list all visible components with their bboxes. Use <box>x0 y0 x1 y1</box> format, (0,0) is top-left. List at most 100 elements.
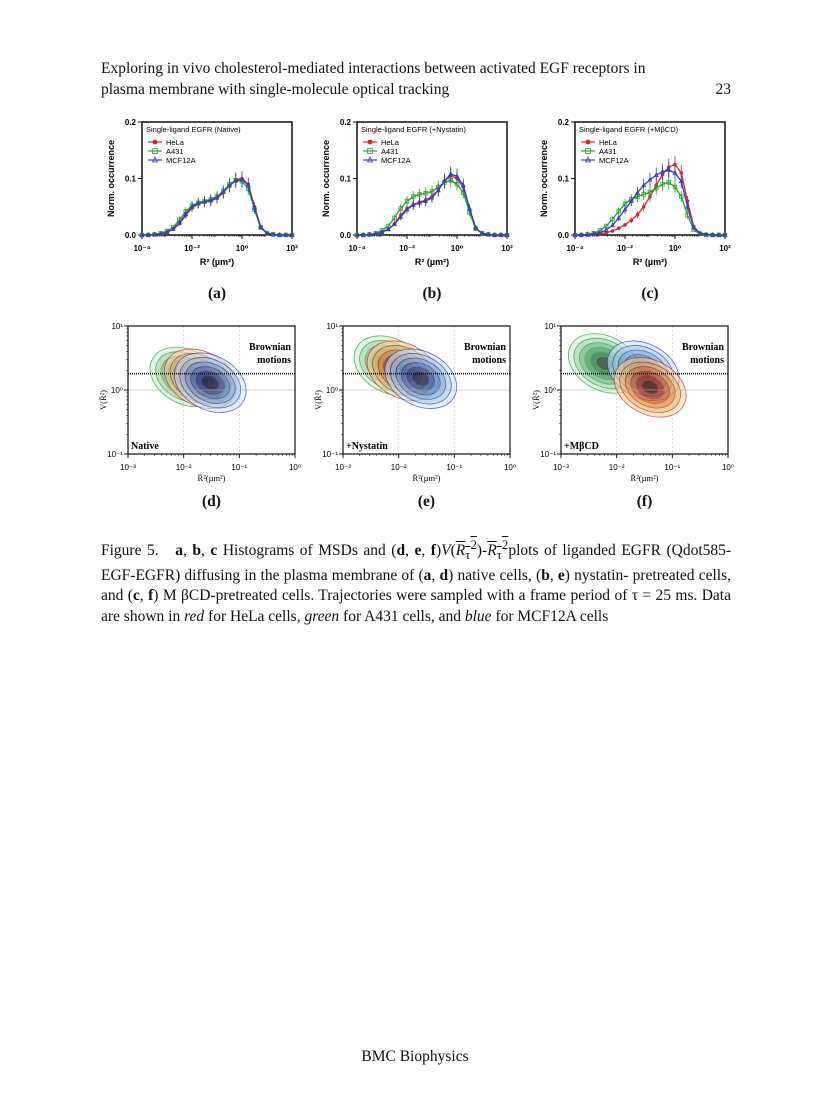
x-tick-label: 10⁰ <box>451 244 464 253</box>
data-point-MCF12A <box>170 225 176 231</box>
data-point-MCF12A <box>404 206 410 212</box>
panel-label: (f) <box>636 493 653 510</box>
y-tick-label: 10⁰ <box>544 386 556 395</box>
data-point-MCF12A <box>722 231 728 237</box>
data-point-MCF12A <box>710 231 715 237</box>
caption-ref-d: d <box>396 542 406 560</box>
caption-ref-b: b <box>192 542 201 560</box>
x-tick-label: 10⁻² <box>176 463 192 472</box>
data-point-MCF12A <box>678 178 684 184</box>
panel-label: (a) <box>207 285 227 302</box>
data-point-MCF12A <box>666 166 672 172</box>
caption-ref-e: e <box>414 542 422 560</box>
figure-caption: Figure 5. a, b, c Histograms of MSDs and… <box>101 537 732 625</box>
data-point-A431 <box>411 194 416 199</box>
data-point-MCF12A <box>398 213 404 219</box>
data-point-HeLa <box>604 230 609 235</box>
data-point-A431 <box>585 148 591 154</box>
data-point-MCF12A <box>214 194 220 200</box>
data-point-MCF12A <box>360 231 366 237</box>
data-point-MCF12A <box>151 156 159 163</box>
x-tick-label: 10⁻⁴ <box>133 244 150 253</box>
data-point-A431 <box>610 216 615 222</box>
x-tick-label: 10⁻² <box>399 244 415 253</box>
x-axis-label: R̄²(µm²) <box>413 473 441 483</box>
y-tick-label: 0.1 <box>558 175 570 184</box>
data-point-MCF12A <box>385 226 391 232</box>
histogram-chart-2: 0.0 0.1 0.2 10⁻⁴ 10⁻² 10⁰ 10² R² (µm²) Norm. occ… <box>539 118 731 267</box>
data-point-MCF12A <box>202 198 207 204</box>
data-point-MCF12A <box>697 230 703 236</box>
data-point-MCF12A <box>584 156 592 163</box>
caption-text: MCF12A cells <box>517 607 609 625</box>
data-point-MCF12A <box>442 177 447 183</box>
x-tick-label: 10⁻² <box>184 244 200 253</box>
data-point-MCF12A <box>423 198 429 203</box>
data-point-HeLa <box>152 139 158 145</box>
legend-label-HeLa: HeLa <box>166 138 185 147</box>
data-point-MCF12A <box>145 231 151 237</box>
brownian-label: motions <box>690 355 724 366</box>
x-axis-label: R² (µm²) <box>415 257 449 267</box>
caption-text: Histograms of MSDs and ( <box>222 542 397 560</box>
histogram-chart-1: 0.0 0.1 0.2 10⁻⁴ 10⁻² 10⁰ 10² R² (µm²) Norm. occ… <box>321 118 513 267</box>
data-point-MCF12A <box>616 214 622 220</box>
data-point-MCF12A <box>195 200 201 206</box>
data-point-HeLa <box>673 162 677 167</box>
panel-label: (c) <box>641 285 659 302</box>
caption-ref-b: b <box>541 566 550 584</box>
y-axis-label: Norm. occurrence <box>321 140 331 217</box>
histogram-chart-0: 0.0 0.1 0.2 10⁻⁴ 10⁻² 10⁰ 10² R² (µm²) Norm. occ… <box>106 118 298 267</box>
series-line-MCF12A <box>357 173 507 236</box>
series-line-HeLa <box>357 174 507 236</box>
data-point-MCF12A <box>227 182 232 188</box>
data-point-MCF12A <box>152 231 157 237</box>
contour-level <box>641 379 660 395</box>
data-point-MCF12A <box>448 170 454 176</box>
y-tick-label: 10¹ <box>544 322 556 331</box>
data-point-MCF12A <box>641 182 647 188</box>
data-point-A431 <box>423 190 428 196</box>
data-point-MCF12A <box>429 194 435 200</box>
data-point-MCF12A <box>366 156 374 163</box>
data-point-MCF12A <box>189 203 195 209</box>
y-tick-label: 10⁰ <box>111 386 123 395</box>
data-point-A431 <box>672 184 678 190</box>
x-tick-label: 10⁻¹ <box>664 463 680 472</box>
contour-MCF12A <box>384 348 458 409</box>
y-tick-label: 0.2 <box>558 118 570 127</box>
data-point-MCF12A <box>622 206 628 212</box>
footer-journal: BMC Biophysics <box>361 1048 469 1065</box>
data-point-HeLa <box>629 218 634 223</box>
data-point-MCF12A <box>277 231 282 237</box>
x-tick-label: 10⁻³ <box>120 463 136 472</box>
data-point-MCF12A <box>220 189 226 194</box>
data-point-MCF12A <box>597 229 603 235</box>
data-point-MCF12A <box>653 172 659 177</box>
data-point-MCF12A <box>233 177 239 183</box>
caption-text: (Qdot585-EGF-EGFR) diffusing in the plas… <box>101 542 732 584</box>
data-point-MCF12A <box>379 229 385 235</box>
caption-ref-f: f <box>430 542 436 560</box>
data-point-MCF12A <box>716 231 722 237</box>
x-tick-label: 10⁰ <box>236 244 249 253</box>
data-point-HeLa <box>641 204 646 209</box>
treatment-label: +MβCD <box>564 441 599 452</box>
legend-label-A431: A431 <box>166 147 184 156</box>
treatment-label: +Nystatin <box>346 441 388 452</box>
data-point-MCF12A <box>208 197 214 203</box>
panel-label: (e) <box>417 493 436 510</box>
data-point-MCF12A <box>460 182 466 188</box>
data-point-A431 <box>679 194 684 199</box>
running-head: Exploring in vivo cholesterol-mediated i… <box>101 58 731 100</box>
y-tick-label: 0.0 <box>125 231 137 240</box>
x-axis-label: R² (µm²) <box>200 257 234 267</box>
y-tick-label: 10⁻¹ <box>107 450 123 459</box>
data-point-HeLa <box>585 139 591 145</box>
data-point-A431 <box>685 213 690 218</box>
x-tick-label: 10⁻³ <box>335 463 351 472</box>
x-tick-label: 10⁰ <box>289 463 301 472</box>
y-axis-label: V(R̄²) <box>98 390 108 410</box>
y-tick-label: 0.2 <box>125 118 137 127</box>
series-line-HeLa <box>142 177 292 236</box>
